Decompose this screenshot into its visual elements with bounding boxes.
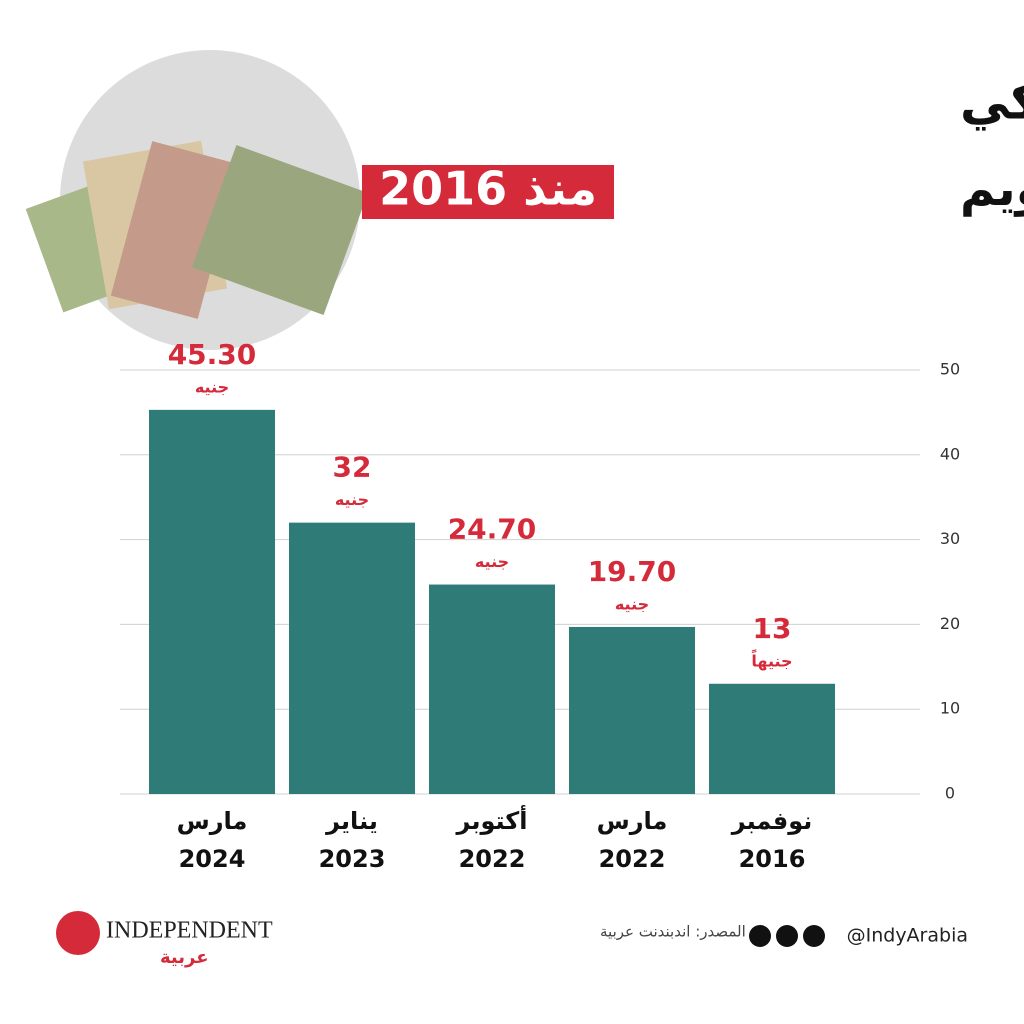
value-label: 45.30 xyxy=(168,338,257,371)
x-tick-label: مارس xyxy=(597,807,668,835)
logo-text: INDEPENDENT xyxy=(106,918,273,944)
x-tick-label: 2022 xyxy=(599,845,666,873)
x-tick-label: 2023 xyxy=(319,845,386,873)
x-tick-label: 2024 xyxy=(179,845,246,873)
y-tick-label: 20 xyxy=(940,614,960,633)
y-tick-label: 50 xyxy=(940,360,960,379)
source: المصدر: اندبندنت عربية xyxy=(600,923,746,941)
logo-arabic: عربية xyxy=(160,947,209,968)
bar xyxy=(429,584,555,794)
banknotes-illustration xyxy=(25,50,369,350)
value-unit: جنيه xyxy=(335,490,369,509)
y-tick-label: 40 xyxy=(940,444,960,463)
bar xyxy=(709,683,835,794)
subtitle: بعد كل تعويم xyxy=(960,161,1024,217)
instagram-icon[interactable] xyxy=(803,925,825,947)
x-tick-label: مارس xyxy=(177,807,248,835)
highlight-box xyxy=(362,165,614,219)
bar xyxy=(149,409,275,794)
logo-icon xyxy=(56,911,100,955)
value-label: 13 xyxy=(753,612,792,645)
value-label: 19.70 xyxy=(588,555,677,588)
y-tick-label: 10 xyxy=(940,699,960,718)
bar xyxy=(569,626,695,794)
handle[interactable]: @IndyArabia xyxy=(847,925,968,947)
value-unit: جنيه xyxy=(195,377,229,396)
value-label: 24.70 xyxy=(448,513,537,546)
chart-title: سعر صرف الدولار الأميركي xyxy=(960,71,1024,132)
x-icon[interactable] xyxy=(749,925,771,947)
y-tick-label: 30 xyxy=(940,529,960,548)
value-unit: جنيه xyxy=(475,552,509,571)
subtitle-highlight: منذ 2016 xyxy=(379,162,597,216)
facebook-icon[interactable] xyxy=(776,925,798,947)
x-tick-label: 2022 xyxy=(459,845,526,873)
value-label: 32 xyxy=(333,451,372,484)
x-tick-label: 2016 xyxy=(739,845,806,873)
value-unit: جنيه xyxy=(615,594,649,613)
x-tick-label: نوفمبر xyxy=(731,807,813,835)
value-unit: جنيهاً xyxy=(751,649,792,671)
x-tick-label: أكتوبر xyxy=(456,805,528,835)
bar xyxy=(289,522,415,794)
footer: INDEPENDENT عربية المصدر: اندبندنت عربية… xyxy=(56,911,968,968)
y-tick-label: 0 xyxy=(945,784,955,803)
x-tick-label: يناير xyxy=(325,807,378,835)
